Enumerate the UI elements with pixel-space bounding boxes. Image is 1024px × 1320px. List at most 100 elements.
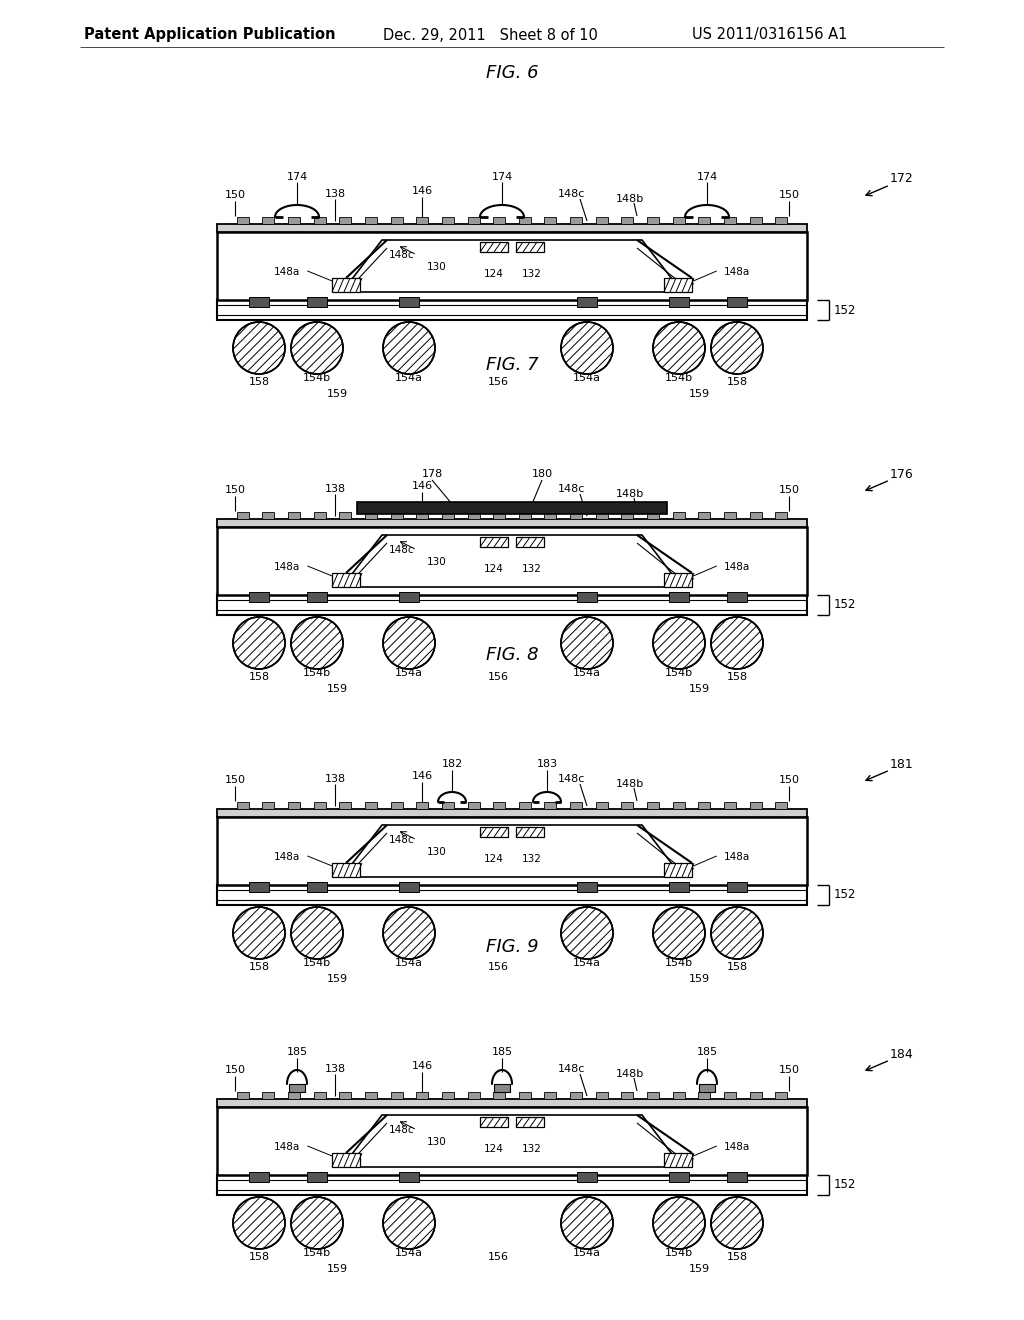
Text: 150: 150 <box>778 775 800 785</box>
Bar <box>217 1175 807 1195</box>
Bar <box>519 1092 530 1100</box>
Bar <box>313 1092 326 1100</box>
Bar <box>313 216 326 224</box>
Bar <box>217 232 807 300</box>
Text: 146: 146 <box>412 1061 432 1071</box>
Text: 132: 132 <box>522 269 542 279</box>
Bar <box>217 809 807 817</box>
Text: 150: 150 <box>778 484 800 495</box>
Bar <box>545 1092 556 1100</box>
Bar <box>416 216 428 224</box>
Text: 150: 150 <box>224 484 246 495</box>
Text: 148b: 148b <box>615 488 644 499</box>
Text: 159: 159 <box>688 684 710 694</box>
Text: 138: 138 <box>325 189 345 199</box>
Bar <box>307 297 327 308</box>
Text: FIG. 7: FIG. 7 <box>485 356 539 374</box>
Circle shape <box>711 1197 763 1249</box>
Bar <box>570 803 582 809</box>
Bar <box>249 1172 269 1181</box>
Bar <box>313 803 326 809</box>
Bar <box>217 519 807 527</box>
Text: 154b: 154b <box>665 374 693 383</box>
Bar <box>664 1152 692 1167</box>
Bar <box>577 1172 597 1181</box>
Bar <box>724 803 736 809</box>
Bar <box>647 1092 659 1100</box>
Bar <box>577 591 597 602</box>
Text: 150: 150 <box>224 190 246 201</box>
Text: 159: 159 <box>327 1265 347 1274</box>
Bar <box>516 242 544 252</box>
Text: 156: 156 <box>487 672 509 682</box>
Text: 150: 150 <box>778 1065 800 1074</box>
Bar <box>399 1172 419 1181</box>
Bar <box>442 216 454 224</box>
Bar <box>357 502 667 513</box>
Bar <box>365 216 377 224</box>
Bar <box>494 803 505 809</box>
Text: 158: 158 <box>249 962 269 972</box>
Text: 158: 158 <box>249 672 269 682</box>
Circle shape <box>233 322 285 374</box>
Text: 159: 159 <box>688 1265 710 1274</box>
Bar <box>669 591 689 602</box>
Text: 154a: 154a <box>573 1247 601 1258</box>
Bar <box>669 882 689 892</box>
Bar <box>416 1092 428 1100</box>
Bar <box>699 1084 715 1092</box>
Bar <box>698 1092 711 1100</box>
Circle shape <box>233 616 285 669</box>
Bar <box>494 1092 505 1100</box>
Text: 156: 156 <box>487 378 509 387</box>
Text: 158: 158 <box>726 1251 748 1262</box>
Text: 146: 146 <box>412 480 432 491</box>
Bar <box>262 512 274 519</box>
Bar <box>622 803 634 809</box>
Bar <box>480 242 508 252</box>
Circle shape <box>383 907 435 960</box>
Bar <box>750 512 762 519</box>
Text: 138: 138 <box>325 484 345 494</box>
Bar <box>217 527 807 595</box>
Text: FIG. 8: FIG. 8 <box>485 645 539 664</box>
Bar <box>727 1172 746 1181</box>
Bar <box>622 512 634 519</box>
Bar <box>262 1092 274 1100</box>
Bar <box>577 882 597 892</box>
Bar <box>339 1092 351 1100</box>
Text: 154b: 154b <box>303 958 331 968</box>
Bar <box>519 512 530 519</box>
Text: 158: 158 <box>726 672 748 682</box>
Bar <box>332 1152 360 1167</box>
Bar <box>775 803 787 809</box>
Text: 132: 132 <box>522 854 542 865</box>
Text: 159: 159 <box>327 974 347 983</box>
Bar <box>647 512 659 519</box>
Bar <box>570 1092 582 1100</box>
Text: 154b: 154b <box>665 958 693 968</box>
Bar <box>217 224 807 232</box>
Text: 148b: 148b <box>615 779 644 789</box>
Text: 148a: 148a <box>273 562 300 572</box>
Circle shape <box>711 616 763 669</box>
Text: 185: 185 <box>696 1047 718 1057</box>
Bar <box>390 1092 402 1100</box>
Text: FIG. 9: FIG. 9 <box>485 939 539 956</box>
Text: 158: 158 <box>249 378 269 387</box>
Bar <box>288 803 300 809</box>
Text: 124: 124 <box>484 564 504 574</box>
Bar <box>545 512 556 519</box>
Text: 130: 130 <box>427 1137 446 1147</box>
Text: 148c: 148c <box>558 484 586 494</box>
Bar <box>545 803 556 809</box>
Bar <box>262 216 274 224</box>
Bar <box>365 803 377 809</box>
Text: 154a: 154a <box>395 1247 423 1258</box>
Text: 158: 158 <box>726 962 748 972</box>
Text: 146: 146 <box>412 186 432 195</box>
Circle shape <box>653 907 705 960</box>
Bar <box>217 1107 807 1175</box>
Polygon shape <box>342 535 682 587</box>
Text: FIG. 6: FIG. 6 <box>485 63 539 82</box>
